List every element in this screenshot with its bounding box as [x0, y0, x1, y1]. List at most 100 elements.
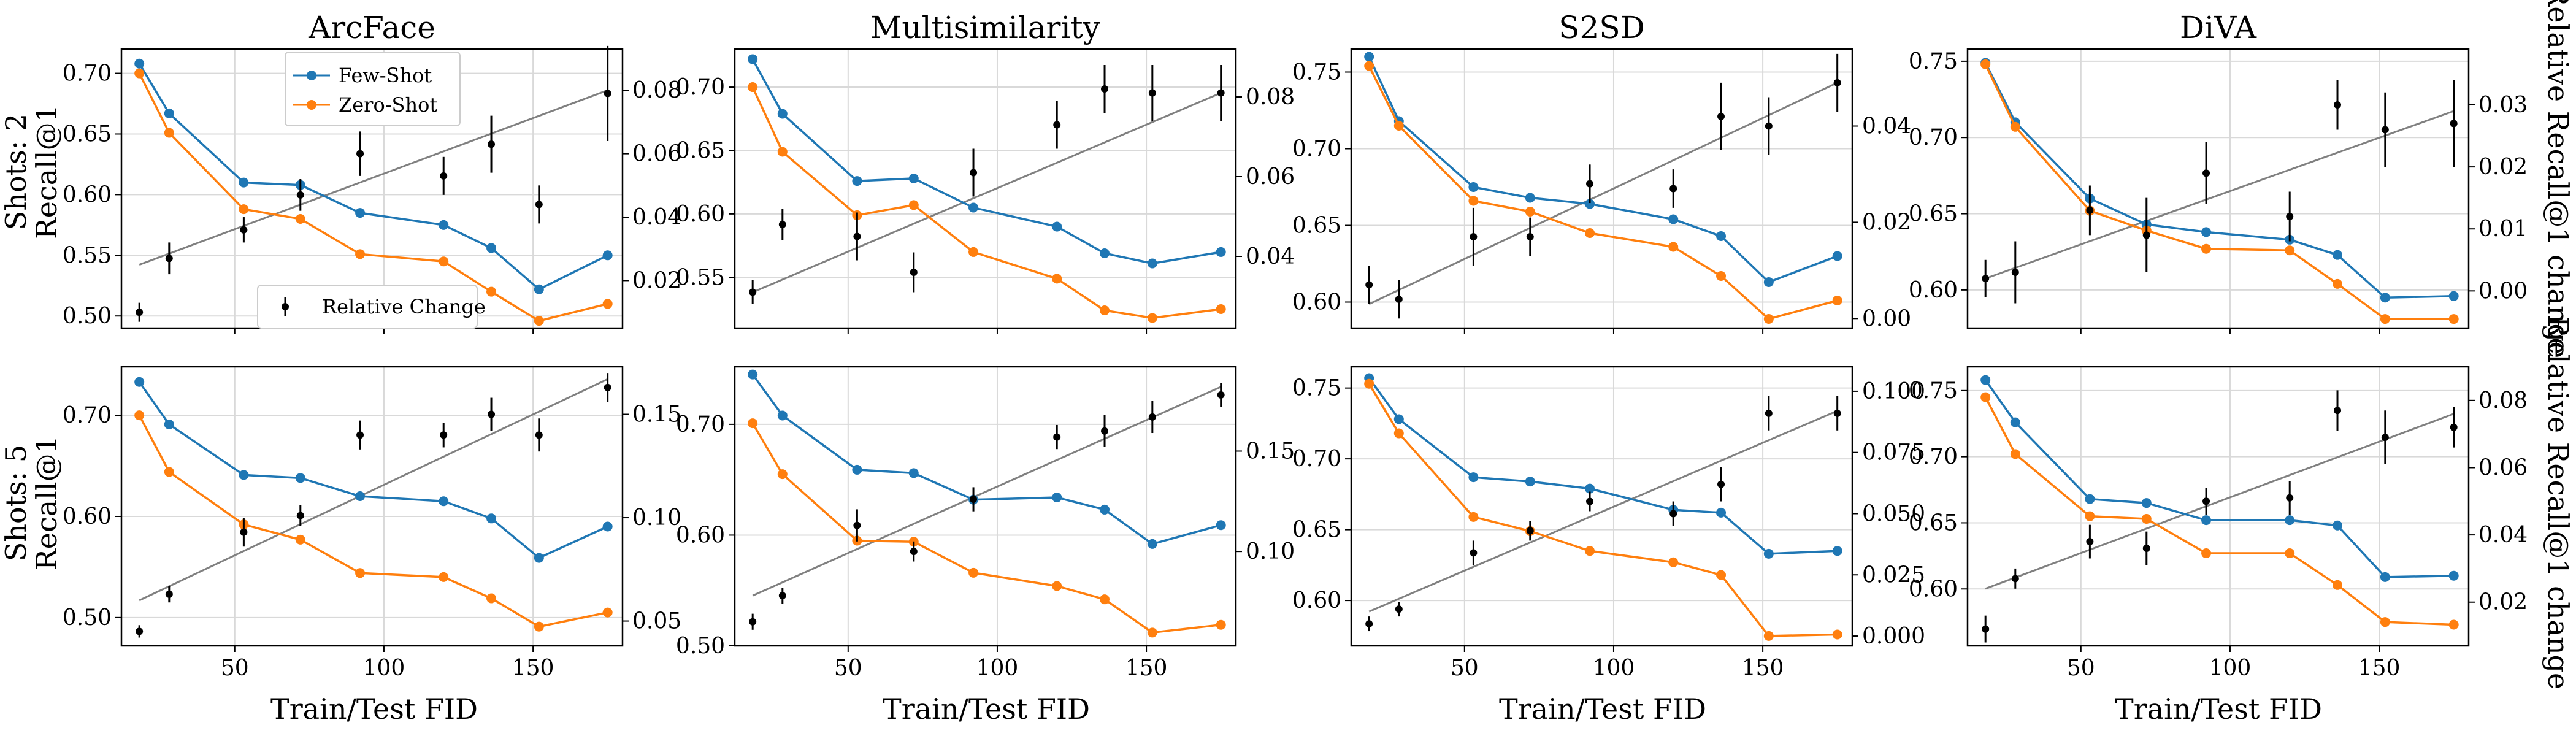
relative-change-point — [1717, 112, 1725, 120]
zero-shot-point — [1468, 196, 1479, 206]
panel-frame — [734, 366, 1237, 647]
x-tick-label: 100 — [363, 656, 405, 681]
few-shot-point — [748, 369, 758, 380]
y2-tick-label: 0.06 — [2478, 455, 2528, 480]
zero-shot-point — [355, 568, 366, 578]
relative-change-point — [2450, 120, 2458, 128]
y2-tick-label: 0.00 — [1862, 306, 1911, 331]
zero-shot-point — [2201, 548, 2212, 559]
zero-shot-point — [1980, 392, 1991, 402]
relative-change-point — [1217, 391, 1225, 399]
zero-shot-point — [239, 204, 249, 215]
few-shot-point — [164, 419, 174, 429]
y2-tick-label: 0.04 — [2478, 523, 2528, 548]
few-shot-point — [1100, 248, 1110, 258]
few-shot-point — [1052, 221, 1062, 232]
relative-change-point — [1470, 232, 1478, 240]
x-tick-label: 100 — [976, 656, 1019, 681]
x-axis-label-col2: Train/Test FID — [883, 692, 1090, 726]
x-axis-label-col1: Train/Test FID — [270, 692, 478, 726]
zero-shot-point — [777, 147, 788, 157]
few-shot-point — [1216, 247, 1226, 257]
x-tick-label: 150 — [512, 656, 554, 681]
few-shot-point — [852, 464, 862, 475]
y-tick-label: 0.50 — [63, 304, 112, 329]
few-shot-point — [1525, 477, 1535, 487]
trend-line — [139, 89, 608, 266]
relative-change-point — [2142, 545, 2150, 553]
zero-shot-point — [486, 593, 497, 604]
zero-shot-point — [1716, 271, 1727, 281]
zero-shot-point — [748, 418, 758, 429]
panel-5: 0.50 0.60 0.70 0.10 0.15 50 100 150 — [676, 366, 1295, 681]
panel-1: 0.55 0.60 0.65 0.70 0.04 0.06 0.08 Multisimilar… — [676, 10, 1295, 334]
y2-tick-label: 0.01 — [2478, 217, 2528, 242]
few-shot-point — [777, 109, 788, 119]
y2-tick-label: 0.050 — [1862, 501, 1925, 526]
x-tick-label: 100 — [1593, 656, 1635, 681]
few-shot-point — [134, 58, 145, 69]
y-tick-label: 0.75 — [1292, 376, 1341, 401]
few-shot-point — [439, 496, 449, 507]
relative-change-point — [2334, 407, 2342, 415]
zero-shot-point — [1100, 594, 1110, 605]
y-tick-label: 0.55 — [676, 265, 725, 290]
y-tick-label: 0.75 — [1909, 378, 1958, 404]
zero-shot-point — [1668, 242, 1679, 252]
relative-change-point — [356, 150, 364, 158]
relative-change-point — [1053, 121, 1061, 129]
panels-group: 0.50 0.55 0.60 0.65 0.70 0.02 0.04 0.06 0.08 ArcF… — [63, 10, 2528, 681]
relative-change-point — [2086, 538, 2094, 546]
zero-shot-point — [2380, 314, 2390, 324]
zero-shot-point — [134, 410, 145, 421]
few-shot-point — [602, 521, 613, 532]
panel-7: 0.60 0.65 0.70 0.75 0.02 0.04 0.06 0.08 50 100 150 — [1909, 366, 2528, 681]
y-tick-label: 0.60 — [1909, 278, 1958, 303]
relative-change-point — [165, 255, 173, 263]
relative-change-point — [1982, 625, 1990, 633]
y2-tick-label: 0.10 — [1246, 539, 1295, 564]
few-shot-point — [2201, 515, 2212, 526]
x-tick-label: 150 — [1125, 656, 1168, 681]
relative-change-point — [535, 201, 543, 209]
relative-change-point — [1365, 620, 1373, 628]
trend-line — [139, 378, 608, 602]
trend-line — [1368, 82, 1838, 305]
y-tick-label: 0.55 — [63, 243, 112, 268]
relative-change-point — [1526, 232, 1534, 240]
zero-shot-point — [1832, 629, 1842, 640]
y2-tick-label: 0.02 — [632, 268, 681, 293]
legend-zero-label: Zero-Shot — [339, 93, 437, 117]
zero-shot-point — [1980, 59, 1991, 69]
y2-tick-label: 0.08 — [1246, 85, 1295, 110]
relative-change-point — [1217, 89, 1225, 97]
relative-change-point — [2286, 494, 2294, 502]
right-axis-label-bottom: Relative Recall@1 change — [2542, 316, 2575, 690]
relative-change-point — [535, 431, 543, 439]
few-shot-point — [1393, 414, 1404, 424]
y2-tick-label: 0.06 — [1246, 164, 1295, 190]
panel-2: 0.60 0.65 0.70 0.75 0.00 0.02 0.04 S2SD — [1292, 10, 1911, 334]
relative-change-point — [1586, 497, 1594, 505]
few-shot-point — [2380, 572, 2390, 582]
y-tick-label: 0.50 — [676, 634, 725, 659]
zero-shot-point — [1763, 314, 1774, 324]
y2-tick-label: 0.100 — [1862, 379, 1925, 404]
panel-6: 0.60 0.65 0.70 0.75 0.000 0.025 0.050 0.075 0.10… — [1292, 366, 1925, 681]
y2-tick-label: 0.00 — [2478, 278, 2528, 304]
zero-shot-point — [439, 256, 449, 267]
zero-shot-point — [2333, 580, 2343, 590]
y-tick-label: 0.75 — [1909, 49, 1958, 74]
y2-tick-label: 0.08 — [632, 78, 681, 103]
y2-tick-label: 0.15 — [632, 402, 681, 427]
relative-change-point — [356, 431, 364, 439]
relative-change-point — [1101, 85, 1109, 93]
relative-change-point — [2086, 206, 2094, 214]
few-shot-point — [1525, 193, 1535, 203]
relative-change-point — [1765, 409, 1773, 417]
y-tick-label: 0.70 — [1909, 125, 1958, 150]
few-shot-point — [908, 468, 919, 478]
zero-shot-point — [534, 316, 544, 326]
y-tick-label: 0.65 — [1292, 213, 1341, 239]
